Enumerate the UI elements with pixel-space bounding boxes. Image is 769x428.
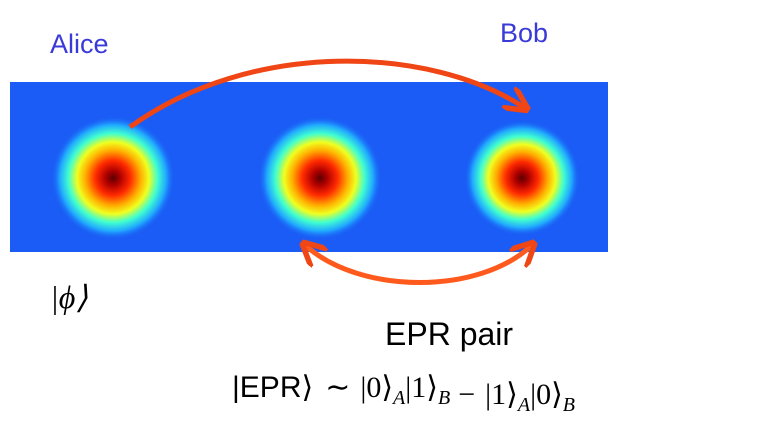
formula: |EPR⟩∼|0⟩A|1⟩B−|1⟩A|0⟩B — [232, 371, 575, 416]
pair-label: EPR pair — [385, 316, 513, 352]
formula-part: B — [438, 387, 450, 409]
ion — [51, 116, 175, 240]
state-label: |ϕ⟩ — [50, 279, 88, 315]
alice-label: Alice — [50, 29, 109, 59]
bob-label: Bob — [500, 18, 548, 48]
formula-part: A — [391, 387, 406, 409]
formula-part: B — [563, 394, 575, 416]
formula-part: |0⟩ — [530, 378, 563, 411]
formula-part: |EPR⟩ — [232, 371, 313, 404]
formula-part: ∼ — [325, 371, 350, 404]
diagram: Alice Bob |ϕ⟩ EPR pair |EPR⟩∼|0⟩A|1⟩B−|1… — [0, 0, 769, 428]
formula-part: |0⟩ — [360, 371, 393, 404]
ion — [258, 116, 382, 240]
formula-part: − — [458, 378, 475, 411]
ion — [464, 120, 580, 236]
formula-part: |1⟩ — [405, 371, 438, 404]
formula-part: |1⟩ — [485, 378, 518, 411]
formula-part: A — [516, 394, 531, 416]
